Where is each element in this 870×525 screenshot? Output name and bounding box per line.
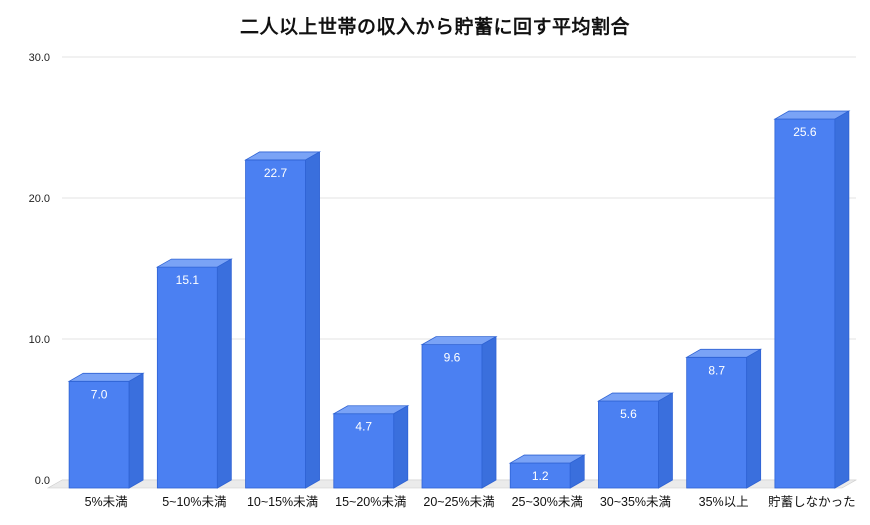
- y-tick-label: 0.0: [35, 475, 50, 487]
- x-axis-label: 35%以上: [699, 495, 749, 509]
- x-axis-label: 30~35%未満: [600, 495, 671, 509]
- bar-side: [128, 372, 144, 489]
- bar-value-label: 1.2: [532, 469, 549, 483]
- bar-front: [774, 118, 836, 489]
- bar-front: [156, 266, 218, 489]
- bar-front: [68, 380, 130, 489]
- bar-side: [216, 258, 232, 489]
- x-axis-label: 10~15%未満: [247, 495, 318, 509]
- bar-front: [598, 400, 659, 489]
- bar-value-label: 8.7: [708, 363, 725, 377]
- bar-value-label: 15.1: [176, 273, 200, 287]
- bar-side: [481, 335, 497, 489]
- y-tick-label: 20.0: [29, 193, 50, 205]
- bar-side: [746, 348, 762, 489]
- bar-side: [834, 110, 850, 489]
- bar-side: [393, 405, 409, 489]
- bar-value-label: 4.7: [355, 420, 372, 434]
- bar-front: [509, 462, 571, 489]
- bar-front: [421, 344, 483, 489]
- x-axis-label: 20~25%未満: [423, 495, 494, 509]
- bar-side: [658, 392, 673, 489]
- bar-value-label: 5.6: [620, 407, 637, 421]
- bar-side: [569, 454, 585, 489]
- y-tick-label: 10.0: [29, 334, 50, 346]
- chart-title: 二人以上世帯の収入から貯蓄に回す平均割合: [239, 17, 630, 38]
- bar-value-label: 9.6: [444, 351, 461, 365]
- bar-front: [245, 159, 306, 489]
- x-axis-label: 25~30%未満: [512, 495, 583, 509]
- x-axis-label: 5%未満: [85, 495, 128, 509]
- bar-value-label: 25.6: [793, 125, 817, 139]
- bar-value-label: 22.7: [264, 166, 288, 180]
- x-axis-label: 貯蓄しなかった: [768, 495, 856, 509]
- bar-side: [305, 151, 320, 489]
- x-axis-label: 5~10%未満: [162, 495, 226, 509]
- y-tick-label: 30.0: [29, 52, 50, 64]
- x-axis-label: 15~20%未満: [335, 495, 406, 509]
- bar-value-label: 7.0: [91, 387, 108, 401]
